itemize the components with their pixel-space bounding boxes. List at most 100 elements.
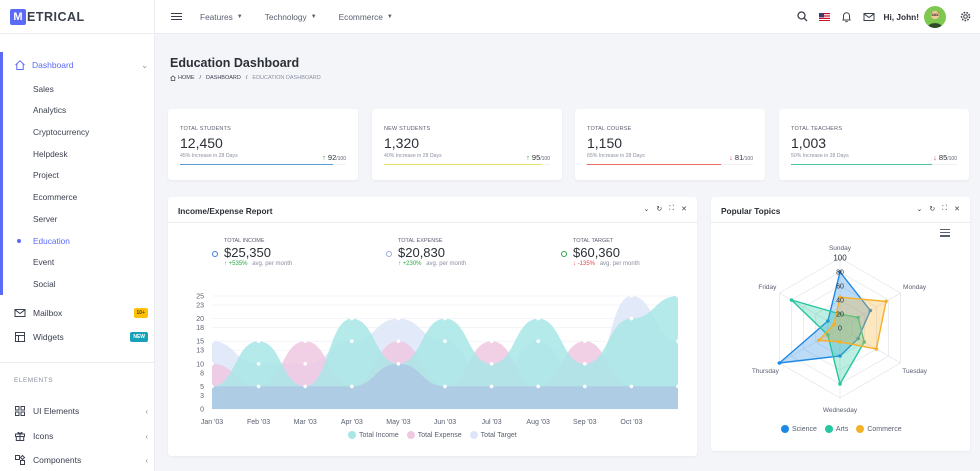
close-icon[interactable]: ✕	[954, 206, 960, 213]
radar-axis-label: Wednesday	[823, 407, 858, 414]
radar-point	[838, 354, 842, 358]
y-tick-label: 0	[200, 407, 204, 414]
chevron-left-icon: ‹	[145, 455, 148, 465]
chart-legend: Total Income Total Expense Total Target	[348, 431, 517, 439]
avatar[interactable]	[924, 5, 946, 28]
fullscreen-icon[interactable]: ⛶	[669, 205, 675, 212]
logo-text: ETRICAL	[27, 9, 85, 24]
summary-percent: +230%	[402, 261, 422, 267]
search-icon[interactable]	[796, 10, 810, 24]
collapse-icon[interactable]: ⌄	[643, 206, 650, 213]
sidebar-item-ecommerce[interactable]: Ecommerce	[33, 192, 78, 202]
y-tick-label: 18	[196, 325, 204, 332]
data-point	[536, 384, 540, 389]
user-greeting[interactable]: Hi, John!	[883, 11, 920, 22]
refresh-icon[interactable]: ↻	[656, 206, 663, 213]
sidebar-item-dashboard[interactable]: Dashboard ⌄	[14, 57, 148, 73]
mail-icon	[14, 309, 26, 317]
data-point	[210, 362, 214, 366]
x-tick-label: Feb '03	[247, 419, 270, 426]
sidebar-item-widgets[interactable]: Widgets NEW	[14, 329, 148, 345]
menu-features[interactable]: Features ▼	[200, 12, 243, 22]
popular-topics-chart: 0 20 40 60 80 100 Sunday Monday Tuesday Wednesday…	[752, 245, 928, 414]
sidebar-item-ui-elements[interactable]: UI Elements ‹	[14, 403, 148, 419]
close-icon[interactable]: ✕	[681, 206, 687, 213]
stat-score-value: 95	[531, 153, 541, 162]
sidebar-item-project[interactable]: Project	[33, 170, 59, 180]
stat-score-value: 92	[327, 153, 337, 162]
sidebar-item-education[interactable]: Education	[33, 236, 70, 246]
home-icon	[15, 60, 25, 70]
radar-point	[884, 299, 888, 304]
radar-axis-label: Monday	[903, 284, 927, 291]
data-point	[443, 384, 447, 389]
radar-axis-label: Friday	[758, 284, 777, 291]
menu-toggle-icon[interactable]	[171, 11, 182, 23]
stat-score-value: 81	[734, 153, 744, 162]
logo[interactable]: M ETRICAL	[0, 0, 154, 34]
stat-subtext: 50% Increase in 28 Days	[791, 153, 849, 159]
legend-item[interactable]: Total Target	[469, 431, 517, 439]
data-point	[256, 339, 261, 343]
stat-label: NEW STUDENTS	[384, 126, 431, 132]
legend-item[interactable]: Total Expense	[406, 431, 462, 439]
progress-bar	[384, 164, 550, 166]
sidebar-item-event[interactable]: Event	[33, 257, 55, 267]
data-point	[350, 384, 354, 389]
data-point	[583, 339, 587, 343]
divider	[168, 222, 697, 223]
sidebar-item-label: UI Elements	[33, 406, 80, 416]
radar-point	[832, 322, 836, 327]
collapse-icon[interactable]: ⌄	[916, 206, 923, 213]
stat-score: ↓ 85/100	[933, 153, 957, 162]
legend-item[interactable]: Commerce	[856, 425, 902, 433]
refresh-icon[interactable]: ↻	[929, 206, 936, 213]
data-point	[396, 339, 401, 343]
y-tick-label: 3	[200, 393, 204, 400]
legend-item[interactable]: Science	[781, 425, 817, 433]
legend-label: Arts	[835, 425, 849, 433]
data-point	[303, 384, 307, 389]
data-point	[676, 294, 680, 298]
sidebar-item-cryptocurrency[interactable]: Cryptocurrency	[33, 127, 90, 137]
legend-item[interactable]: Total Income	[348, 431, 399, 439]
sidebar-item-components[interactable]: Components ‹	[14, 452, 148, 468]
sidebar-item-social[interactable]: Social	[33, 279, 56, 289]
sidebar-item-icons[interactable]: Icons ‹	[14, 428, 148, 444]
fullscreen-icon[interactable]: ⛶	[942, 205, 948, 212]
menu-technology[interactable]: Technology ▼	[265, 12, 317, 22]
radar-point	[838, 295, 842, 299]
stat-score-max: /100	[540, 156, 550, 162]
stat-score: ↓ 81/100	[729, 153, 753, 162]
radar-point	[777, 361, 782, 365]
radar-point	[874, 347, 879, 351]
page-title: Education Dashboard	[170, 56, 300, 70]
gear-icon[interactable]	[958, 10, 972, 24]
widgets-badge: NEW	[130, 332, 148, 342]
stat-score: ↑ 92/100	[322, 153, 346, 162]
stat-value: 1,003	[791, 135, 827, 151]
mail-icon[interactable]	[862, 10, 876, 24]
chart-legend: Science Arts Commerce	[781, 425, 902, 433]
arrow-up-icon: ↑	[526, 153, 530, 162]
breadcrumb-home[interactable]: HOME	[178, 75, 195, 81]
menu-ecommerce[interactable]: Ecommerce ▼	[339, 12, 393, 22]
data-point	[210, 339, 214, 343]
grid-icon	[15, 406, 25, 416]
sidebar-item-analytics[interactable]: Analytics	[33, 105, 67, 115]
sidebar-item-server[interactable]: Server	[33, 214, 58, 224]
sidebar-item-sales[interactable]: Sales	[33, 84, 54, 94]
breadcrumb-dashboard[interactable]: DASHBOARD	[206, 75, 241, 81]
radar-spoke	[839, 327, 901, 364]
radar-point	[862, 340, 867, 344]
legend-item[interactable]: Arts	[824, 425, 849, 433]
breadcrumb-separator: /	[245, 75, 248, 81]
radar-axis-label: Tuesday	[902, 368, 927, 375]
sidebar-item-helpdesk[interactable]: Helpdesk	[33, 149, 68, 159]
y-tick-label: 23	[196, 303, 204, 310]
us-flag-icon[interactable]	[818, 10, 832, 24]
data-point	[583, 384, 587, 389]
chart-menu-icon[interactable]	[940, 227, 950, 239]
bell-icon[interactable]	[840, 10, 854, 24]
sidebar-item-mailbox[interactable]: Mailbox 10+	[14, 305, 148, 321]
